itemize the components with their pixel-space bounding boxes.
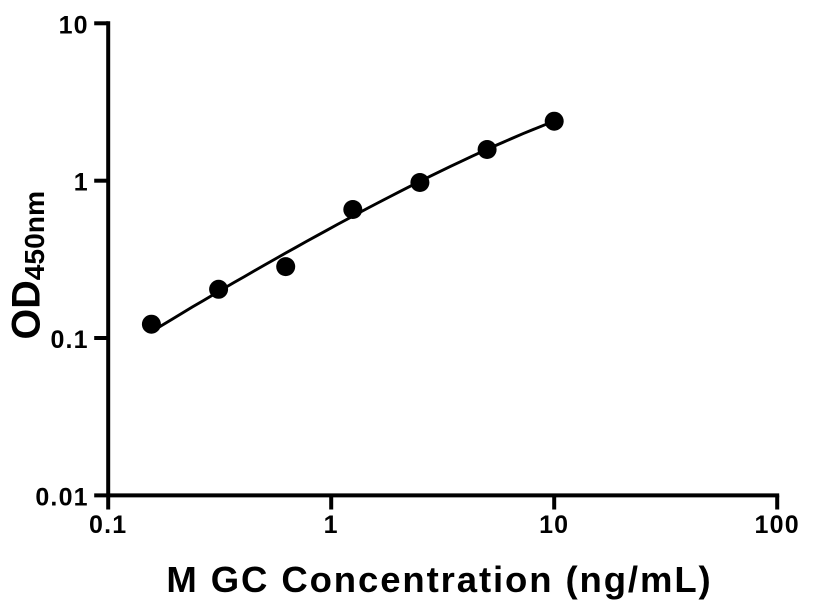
svg-text:100: 100	[755, 511, 800, 539]
svg-text:0.1: 0.1	[89, 511, 127, 539]
svg-text:0.01: 0.01	[35, 483, 88, 511]
svg-text:1: 1	[74, 169, 89, 197]
svg-text:M GC Concentration (ng/mL): M GC Concentration (ng/mL)	[166, 559, 712, 600]
svg-text:1: 1	[324, 511, 339, 539]
svg-text:10: 10	[539, 511, 569, 539]
svg-text:0.1: 0.1	[50, 326, 88, 354]
svg-text:10: 10	[59, 11, 89, 39]
